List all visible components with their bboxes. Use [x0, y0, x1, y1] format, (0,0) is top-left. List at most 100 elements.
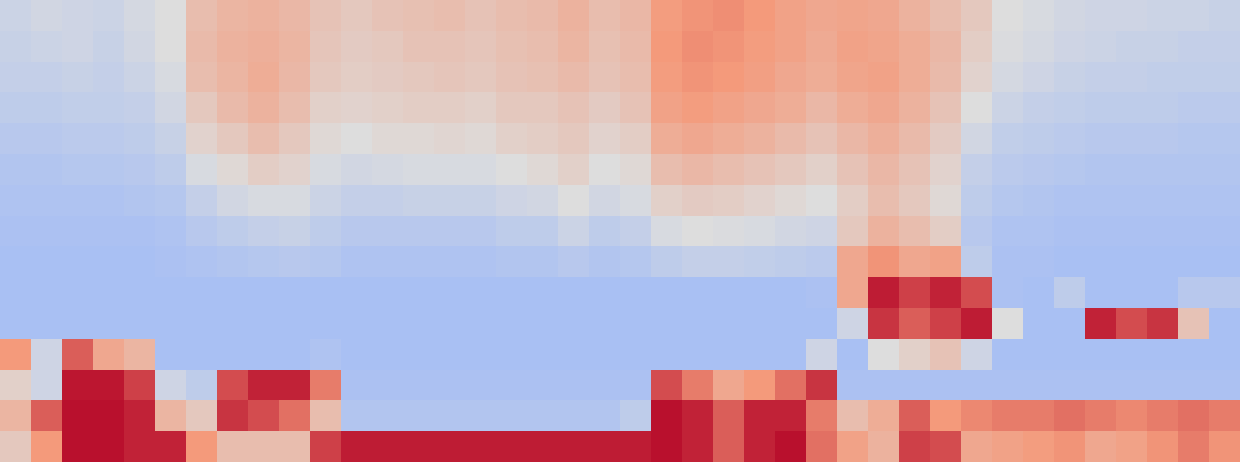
cell [1147, 185, 1179, 216]
cell [744, 246, 776, 277]
cell [310, 123, 342, 154]
cell [1178, 370, 1210, 401]
cell [1209, 246, 1240, 277]
cell [0, 216, 32, 247]
cell [310, 185, 342, 216]
cell [527, 400, 559, 431]
cell [744, 277, 776, 308]
cell [434, 123, 466, 154]
cell [341, 400, 373, 431]
cell [620, 400, 652, 431]
cell [1147, 0, 1179, 31]
cell [992, 31, 1024, 62]
cell [186, 246, 218, 277]
cell [1116, 62, 1148, 93]
cell [155, 370, 187, 401]
cell [155, 185, 187, 216]
cell [651, 246, 683, 277]
cell [372, 400, 404, 431]
cell [744, 431, 776, 462]
cell [496, 185, 528, 216]
cell [744, 308, 776, 339]
cell [1147, 400, 1179, 431]
cell [0, 339, 32, 370]
cell [217, 308, 249, 339]
cell [1209, 31, 1240, 62]
cell [930, 123, 962, 154]
cell [1178, 339, 1210, 370]
cell [372, 0, 404, 31]
cell [868, 0, 900, 31]
cell [651, 62, 683, 93]
cell [775, 31, 807, 62]
cell [31, 400, 63, 431]
cell [217, 370, 249, 401]
cell [124, 246, 156, 277]
cell [217, 431, 249, 462]
cell [837, 216, 869, 247]
cell [558, 400, 590, 431]
cell [0, 185, 32, 216]
cell [31, 62, 63, 93]
cell [961, 0, 993, 31]
cell [310, 370, 342, 401]
cell [1147, 123, 1179, 154]
cell [775, 246, 807, 277]
cell [651, 370, 683, 401]
cell [279, 31, 311, 62]
cell [124, 185, 156, 216]
cell [527, 123, 559, 154]
cell [155, 400, 187, 431]
cell [1209, 216, 1240, 247]
cell [465, 185, 497, 216]
cell [0, 31, 32, 62]
cell [620, 431, 652, 462]
cell [465, 246, 497, 277]
cell [806, 370, 838, 401]
cell [465, 92, 497, 123]
cell [465, 277, 497, 308]
cell [713, 431, 745, 462]
cell [217, 277, 249, 308]
cell [341, 277, 373, 308]
cell [62, 277, 94, 308]
cell [992, 92, 1024, 123]
cell [930, 370, 962, 401]
cell [806, 277, 838, 308]
cell [0, 92, 32, 123]
cell [992, 339, 1024, 370]
cell [806, 123, 838, 154]
cell [558, 92, 590, 123]
cell [992, 185, 1024, 216]
cell [558, 216, 590, 247]
cell [527, 277, 559, 308]
cell [124, 339, 156, 370]
cell [248, 185, 280, 216]
cell [837, 339, 869, 370]
cell [341, 154, 373, 185]
cell [527, 308, 559, 339]
cell [1209, 154, 1240, 185]
cell [279, 92, 311, 123]
cell [496, 339, 528, 370]
cell [496, 31, 528, 62]
cell [682, 92, 714, 123]
cell [837, 277, 869, 308]
cell [1054, 370, 1086, 401]
cell [1147, 154, 1179, 185]
cell [124, 31, 156, 62]
cell [992, 277, 1024, 308]
cell [961, 62, 993, 93]
cell [682, 339, 714, 370]
cell [31, 431, 63, 462]
cell [806, 308, 838, 339]
cell [651, 308, 683, 339]
cell [1147, 370, 1179, 401]
cell [434, 277, 466, 308]
cell [930, 0, 962, 31]
cell [992, 308, 1024, 339]
cell [465, 308, 497, 339]
cell [682, 154, 714, 185]
cell [496, 370, 528, 401]
cell [1116, 185, 1148, 216]
